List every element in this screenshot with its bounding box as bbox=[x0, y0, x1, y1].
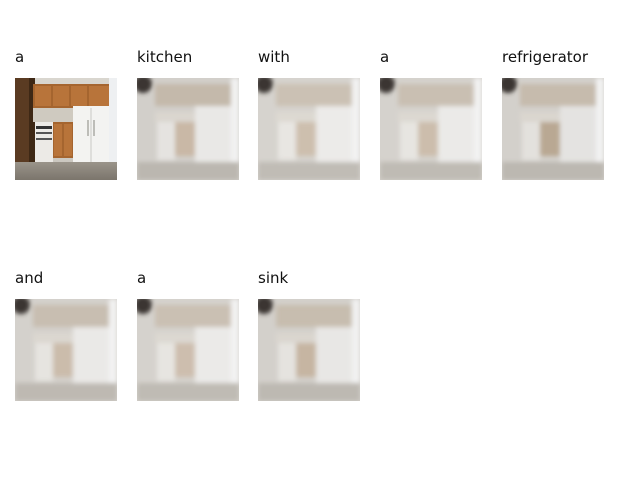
attention-map-image bbox=[502, 78, 604, 180]
caption-word: with bbox=[258, 48, 290, 66]
caption-word: kitchen bbox=[137, 48, 193, 66]
attention-map-image bbox=[137, 299, 239, 401]
caption-word: a bbox=[137, 269, 147, 287]
attention-map-image bbox=[258, 299, 360, 401]
caption-word: and bbox=[15, 269, 44, 287]
attention-map-image bbox=[380, 78, 482, 180]
caption-word: refrigerator bbox=[502, 48, 589, 66]
caption-word: a bbox=[15, 48, 25, 66]
original-kitchen-image bbox=[15, 78, 117, 180]
caption-word: sink bbox=[258, 269, 289, 287]
attention-map-image bbox=[15, 299, 117, 401]
attention-map-image bbox=[137, 78, 239, 180]
attention-map-image bbox=[258, 78, 360, 180]
caption-word: a bbox=[380, 48, 390, 66]
